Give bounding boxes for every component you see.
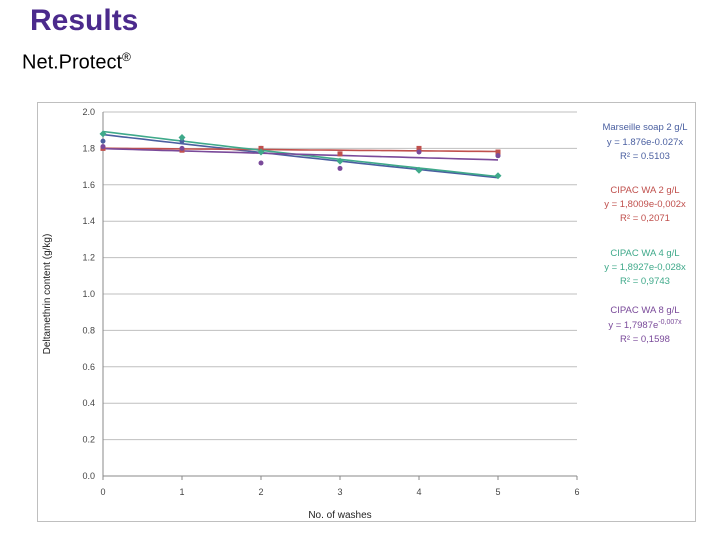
y-tick-label: 1.0 [82,289,95,299]
legend-equation-cipac8: y = 1,7987e-0,007x [608,319,682,331]
legend-equation-marseille: y = 1.876e-0.027x [607,137,684,148]
data-point-series-2 [494,172,502,180]
chart-frame [37,102,696,522]
equation-legend: Marseille soap 2 g/L y = 1.876e-0.027x R… [602,122,687,345]
y-tick-label: 0.2 [82,435,95,445]
data-point-series-3 [495,153,501,159]
trendline-series-1 [102,147,499,153]
data-point-series-2 [257,148,265,156]
y-tick-label: 1.4 [82,216,95,226]
data-point-series-0 [179,138,185,144]
registered-mark: ® [122,50,131,64]
data-point-series-2 [99,130,107,138]
y-tick-label: 1.2 [82,253,95,263]
y-tick-label: 0.0 [82,471,95,481]
x-tick-label: 2 [258,487,263,497]
data-point-series-3 [100,144,106,150]
x-tick-label: 0 [100,487,105,497]
y-tick-label: 1.6 [82,180,95,190]
slide-subtitle: Net.Protect® [22,50,131,75]
data-point-series-3 [258,160,264,166]
axis-layer: 0.0 0.2 0.4 0.6 0.8 1.0 1.2 1.4 1.6 1.8 2.0 0 1 2 3 4 5 6 [82,107,579,497]
data-point-series-2 [178,133,186,141]
data-point-series-1 [337,151,343,157]
data-point-series-3 [179,145,185,151]
subtitle-text: Net.Protect [22,51,123,74]
x-tick-label: 1 [179,487,184,497]
slide-title: Results [30,4,139,37]
legend-r2-cipac4: R² = 0,9743 [620,276,670,287]
y-axis-title: Deltamethrin content (g/kg) [42,234,53,355]
trendline-series-3 [102,147,499,161]
data-point-series-2 [415,166,423,174]
point-layer [99,130,502,180]
legend-equation-cipac2: y = 1,8009e-0,002x [604,199,686,210]
y-tick-label: 2.0 [82,107,95,117]
y-tick-label: 0.6 [82,362,95,372]
data-point-series-3 [337,165,343,171]
equation-exponent: -0,007x [658,319,682,326]
x-tick-label: 6 [574,487,579,497]
legend-r2-marseille: R² = 0.5103 [620,151,670,162]
data-point-series-3 [416,149,422,155]
data-point-series-1 [495,149,501,155]
y-tick-label: 0.4 [82,398,95,408]
legend-name-cipac4: CIPAC WA 4 g/L [610,248,679,259]
legend-r2-cipac2: R² = 0,2071 [620,213,670,224]
data-point-series-0 [100,138,106,144]
x-axis-title: No. of washes [308,510,371,521]
x-tick-label: 5 [495,487,500,497]
legend-name-cipac2: CIPAC WA 2 g/L [610,185,679,196]
x-tick-label: 4 [416,487,421,497]
y-tick-label: 0.8 [82,325,95,335]
legend-equation-cipac4: y = 1,8927e-0,028x [604,262,686,273]
data-point-series-1 [416,145,422,151]
legend-name-marseille: Marseille soap 2 g/L [602,122,687,133]
data-point-series-2 [336,157,344,165]
equation-base: y = 1,7987e [608,320,658,331]
trendline-layer [102,130,499,179]
legend-r2-cipac8: R² = 0,1598 [620,334,670,345]
y-tick-label: 1.8 [82,143,95,153]
x-tick-label: 3 [337,487,342,497]
legend-name-cipac8: CIPAC WA 8 g/L [610,305,679,316]
trendline-series-0 [102,133,499,179]
data-point-series-1 [258,145,264,151]
